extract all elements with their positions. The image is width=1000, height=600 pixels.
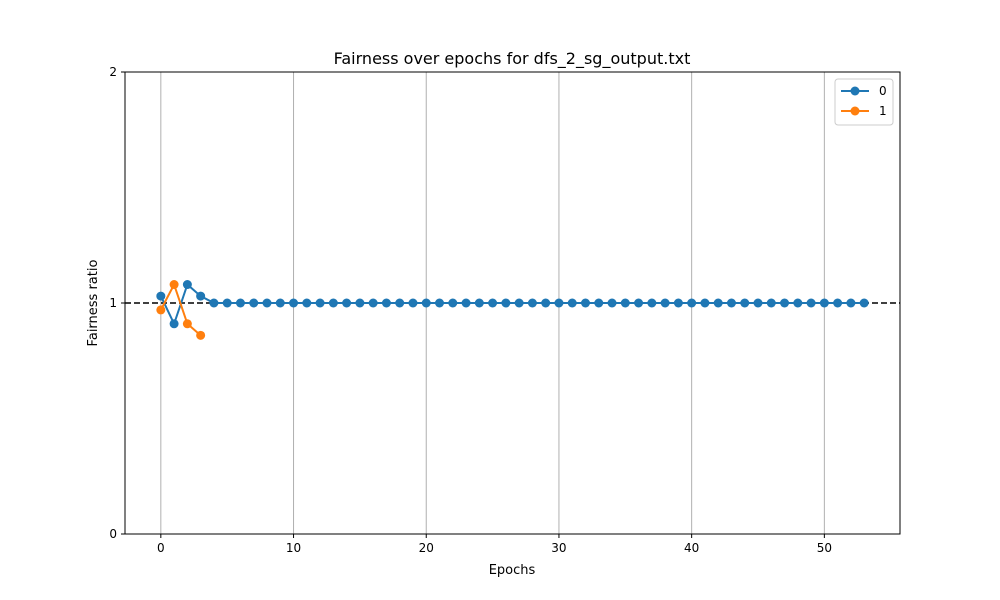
data-point bbox=[726, 298, 736, 308]
y-tick-label: 2 bbox=[109, 65, 117, 79]
data-point bbox=[448, 298, 458, 308]
series-0 bbox=[156, 280, 869, 329]
data-point bbox=[594, 298, 604, 308]
x-tick-label: 40 bbox=[684, 541, 699, 555]
legend-swatch-marker bbox=[850, 106, 860, 116]
data-point bbox=[196, 291, 206, 301]
data-point bbox=[580, 298, 590, 308]
y-axis-label: Fairness ratio bbox=[86, 260, 101, 347]
x-tick-label: 50 bbox=[817, 541, 832, 555]
data-point bbox=[262, 298, 272, 308]
data-point bbox=[381, 298, 391, 308]
data-point bbox=[249, 298, 259, 308]
data-point bbox=[196, 330, 206, 340]
data-point bbox=[713, 298, 723, 308]
data-point bbox=[793, 298, 803, 308]
legend-item-1: 1 bbox=[841, 104, 887, 118]
x-tick-label: 0 bbox=[157, 541, 165, 555]
data-point bbox=[421, 298, 431, 308]
data-point bbox=[435, 298, 445, 308]
x-tick-label: 10 bbox=[286, 541, 301, 555]
data-point bbox=[182, 280, 192, 290]
data-point bbox=[753, 298, 763, 308]
data-point bbox=[700, 298, 710, 308]
data-point bbox=[806, 298, 816, 308]
data-point bbox=[461, 298, 471, 308]
legend-item-0: 0 bbox=[841, 84, 887, 98]
x-axis-ticks: 0 10 20 30 40 50 bbox=[157, 534, 832, 555]
data-point bbox=[355, 298, 365, 308]
data-point bbox=[275, 298, 285, 308]
y-axis-ticks: 0 1 2 bbox=[109, 65, 125, 541]
data-point bbox=[780, 298, 790, 308]
y-tick-label: 1 bbox=[109, 296, 117, 310]
y-tick-label: 0 bbox=[109, 527, 117, 541]
legend-label: 0 bbox=[879, 84, 887, 98]
data-point bbox=[514, 298, 524, 308]
data-point bbox=[607, 298, 617, 308]
data-point bbox=[222, 298, 232, 308]
data-point bbox=[541, 298, 551, 308]
data-point bbox=[740, 298, 750, 308]
data-point bbox=[647, 298, 657, 308]
data-point bbox=[501, 298, 511, 308]
data-point bbox=[209, 298, 219, 308]
data-point bbox=[833, 298, 843, 308]
data-point bbox=[169, 280, 179, 290]
legend: 01 bbox=[834, 78, 894, 126]
data-point bbox=[156, 305, 166, 315]
data-point bbox=[182, 319, 192, 329]
data-point bbox=[368, 298, 378, 308]
data-point bbox=[846, 298, 856, 308]
data-point bbox=[289, 298, 299, 308]
data-point bbox=[156, 291, 166, 301]
x-tick-label: 30 bbox=[551, 541, 566, 555]
series-line bbox=[159, 283, 202, 337]
data-point bbox=[235, 298, 245, 308]
data-point bbox=[169, 319, 179, 329]
data-point bbox=[527, 298, 537, 308]
data-point bbox=[567, 298, 577, 308]
data-point bbox=[342, 298, 352, 308]
data-point bbox=[395, 298, 405, 308]
data-point bbox=[474, 298, 484, 308]
data-point bbox=[634, 298, 644, 308]
data-point bbox=[660, 298, 670, 308]
data-point bbox=[819, 298, 829, 308]
data-point bbox=[687, 298, 697, 308]
legend-label: 1 bbox=[879, 104, 887, 118]
data-point bbox=[859, 298, 869, 308]
data-point bbox=[408, 298, 418, 308]
x-tick-label: 20 bbox=[419, 541, 434, 555]
data-point bbox=[315, 298, 325, 308]
series-1 bbox=[156, 280, 206, 340]
data-point bbox=[302, 298, 312, 308]
x-axis-label: Epochs bbox=[489, 563, 536, 578]
data-point bbox=[673, 298, 683, 308]
data-point bbox=[328, 298, 338, 308]
data-point bbox=[488, 298, 498, 308]
data-point bbox=[766, 298, 776, 308]
data-point bbox=[554, 298, 564, 308]
series-group bbox=[156, 280, 869, 340]
data-point bbox=[620, 298, 630, 308]
chart-title: Fairness over epochs for dfs_2_sg_output… bbox=[334, 49, 691, 69]
legend-swatch-marker bbox=[850, 86, 860, 96]
